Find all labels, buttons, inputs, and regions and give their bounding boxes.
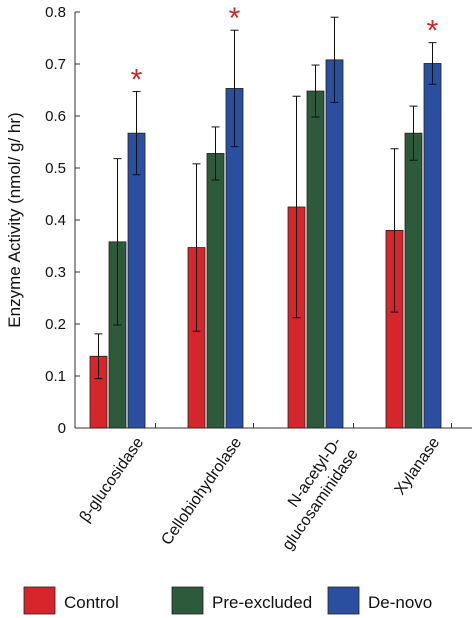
y-tick-label: 0.8 bbox=[45, 4, 66, 21]
y-tick-label: 0.6 bbox=[45, 108, 66, 125]
significance-marker: * bbox=[131, 64, 143, 97]
bar bbox=[306, 90, 325, 429]
y-tick-label: 0.7 bbox=[45, 56, 66, 73]
bar bbox=[206, 153, 225, 429]
y-tick-label: 0.4 bbox=[45, 212, 66, 229]
significance-marker: * bbox=[229, 2, 241, 35]
x-tick-label: β-glucosidase bbox=[77, 434, 148, 525]
y-tick-label: 0.5 bbox=[45, 160, 66, 177]
x-tick-label: N-acetyl-D-glucosaminidase bbox=[263, 434, 362, 553]
legend-label: Control bbox=[64, 593, 119, 612]
labels: β-glucosidase Cellobiohydrolase N-acetyl-D… bbox=[77, 434, 444, 553]
y-tick-label: 0.1 bbox=[45, 368, 66, 385]
y-axis-title: Enzyme Activity (nmol/ g/ hr) bbox=[5, 112, 24, 327]
legend-swatch bbox=[171, 586, 204, 615]
legend-label: De-novo bbox=[368, 593, 432, 612]
legend-swatch bbox=[327, 586, 360, 615]
bar bbox=[127, 132, 146, 429]
legend-label: Pre-excluded bbox=[212, 593, 312, 612]
bar bbox=[325, 59, 344, 429]
legend-swatch bbox=[23, 586, 56, 615]
legend: Control Pre-excluded De-novo bbox=[23, 586, 432, 615]
x-tick-label: Cellobiohydrolase bbox=[158, 434, 245, 548]
axes: 0 0.1 0.2 0.3 0.4 0.5 0.6 0.7 0.8 Enzyme Activity… bbox=[5, 4, 472, 437]
x-tick-label-line: Cellobiohydrolase bbox=[158, 434, 245, 548]
x-tick-label-line: β-glucosidase bbox=[77, 434, 148, 525]
y-tick-label: 0.2 bbox=[45, 316, 66, 333]
y-tick-label: 0.3 bbox=[45, 264, 66, 281]
x-tick-label-line: Xylanase bbox=[392, 434, 444, 498]
bar bbox=[423, 63, 442, 429]
bar bbox=[404, 132, 423, 429]
y-tick-label: 0 bbox=[58, 420, 66, 437]
bars: * * * bbox=[89, 2, 442, 429]
x-tick-label: Xylanase bbox=[392, 434, 444, 498]
significance-marker: * bbox=[427, 15, 439, 48]
